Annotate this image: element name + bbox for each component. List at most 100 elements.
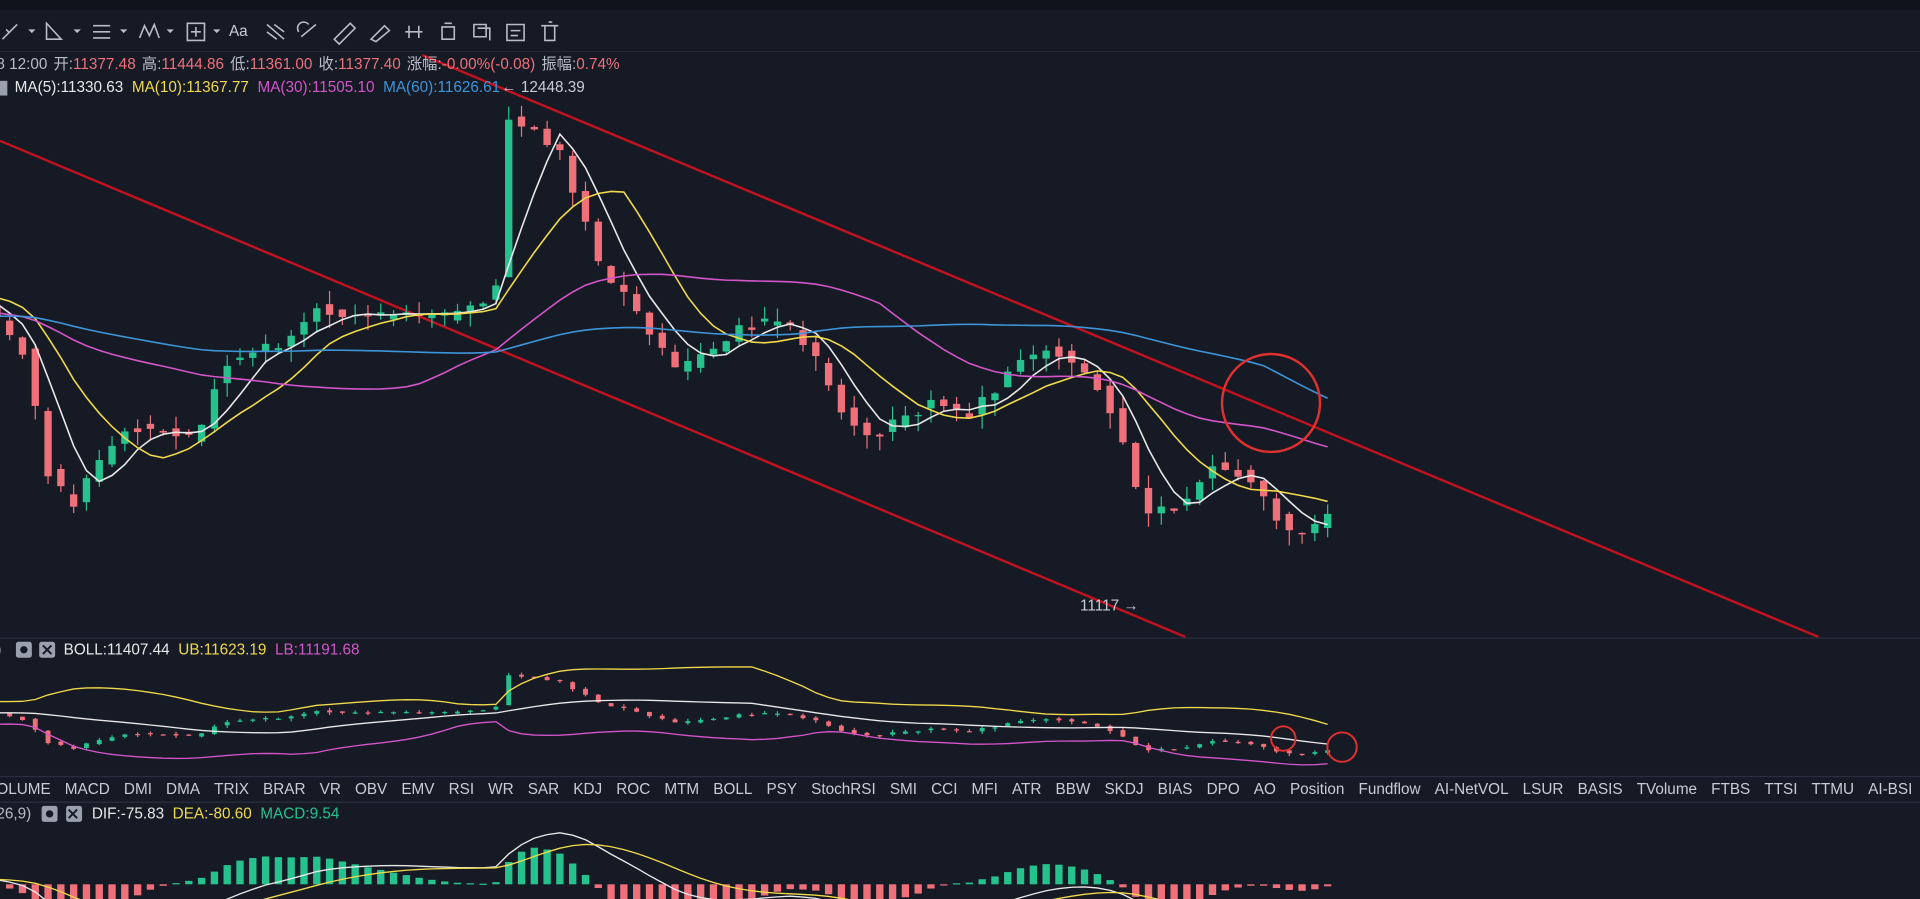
label: MA(10): (132, 79, 186, 96)
tool-angle[interactable] (45, 21, 64, 40)
value: 11377.48 (73, 56, 136, 73)
candle-body (1056, 718, 1062, 721)
tool-pattern[interactable] (266, 23, 285, 40)
candle-body (58, 741, 64, 745)
macd-bar (709, 884, 718, 899)
macd-bar (1029, 865, 1038, 885)
indicator-tab[interactable]: TTSI (1764, 781, 1797, 798)
macd-bar (466, 883, 474, 885)
indicator-tab[interactable]: AI-NetVOL (1435, 781, 1509, 798)
macd-bar (581, 874, 590, 885)
value: 11377.40 (338, 56, 401, 73)
macd-bar (530, 847, 538, 885)
indicator-tab[interactable]: MFI (972, 781, 998, 798)
ma-icon (0, 80, 8, 96)
indicator-tab[interactable]: TTMU (1812, 781, 1854, 798)
indicator-tab[interactable]: DPO (1207, 781, 1240, 798)
candle-body (979, 727, 985, 732)
candle-body (1106, 385, 1114, 414)
tool-copy[interactable] (473, 23, 491, 41)
indicator-tab[interactable]: SMI (890, 781, 917, 798)
indicator-tab[interactable]: FTBS (1711, 781, 1750, 798)
macd-bar (760, 884, 769, 896)
indicator-tab[interactable]: Fundflow (1358, 781, 1421, 798)
indicator-tab[interactable]: Position (1290, 781, 1344, 798)
candle-body (325, 304, 334, 315)
boll-upper (0, 666, 1328, 726)
indicator-tab[interactable]: LSUR (1523, 781, 1564, 798)
tool-lock[interactable] (441, 22, 456, 40)
tool-wave[interactable] (138, 22, 160, 39)
indicator-tab[interactable]: CCI (931, 781, 957, 798)
tool-line[interactable] (1, 23, 18, 40)
macd-bar (722, 884, 730, 899)
low-annotation: 11117 → (1080, 597, 1139, 614)
indicator-tab[interactable]: MACD (65, 781, 110, 798)
indicator-tab[interactable]: BRAR (263, 781, 305, 798)
indicator-tab[interactable]: OBV (355, 781, 388, 798)
candle-body (263, 717, 269, 720)
candle-body (531, 676, 537, 678)
candle-body (723, 717, 729, 720)
tool-indicator[interactable] (405, 25, 423, 38)
ohlc-line: 8 12:00 开:11377.48 高:11444.86 低:11361.00 收:1… (0, 56, 620, 73)
candle-body (696, 354, 705, 368)
indicator-tab[interactable]: StochRSI (811, 781, 876, 798)
tool-text[interactable]: Aa (229, 23, 248, 40)
tool-note[interactable] (506, 23, 525, 42)
indicator-tab[interactable]: TVolume (1637, 781, 1697, 798)
indicator-tab[interactable]: VR (320, 781, 341, 798)
indicator-tab[interactable]: KDJ (573, 781, 602, 798)
tool-measure[interactable] (186, 22, 206, 42)
indicator-tab[interactable]: ROC (616, 781, 650, 798)
candle-body (774, 713, 780, 715)
candle-body (812, 342, 820, 357)
indicator-tab[interactable]: MTM (664, 781, 699, 798)
indicator-tab[interactable]: PSY (766, 781, 797, 798)
indicator-tab[interactable]: EMV (401, 781, 435, 798)
tool-eraser[interactable] (296, 21, 317, 38)
tool-ruler[interactable] (333, 22, 357, 46)
candle-body (607, 266, 615, 283)
indicator-tab[interactable]: OLUME (0, 781, 51, 798)
indicator-tab[interactable]: WR (488, 781, 513, 798)
candle-body (389, 313, 398, 320)
tool-parallel[interactable] (93, 24, 111, 39)
indicator-tab[interactable]: DMI (124, 781, 152, 798)
candle-body (1080, 363, 1089, 373)
macd-bar (991, 876, 999, 885)
candle-body (197, 424, 206, 442)
params: 26,9) (0, 806, 31, 823)
indicator-tab[interactable]: BIAS (1158, 781, 1193, 798)
macd-bar (351, 864, 359, 885)
candle-body (1234, 469, 1242, 477)
indicator-tab[interactable]: DMA (166, 781, 201, 798)
candle-body (647, 711, 652, 717)
tool-pen[interactable] (369, 24, 391, 43)
indicator-tab[interactable]: AO (1254, 781, 1276, 798)
candle-body (684, 360, 692, 372)
indicator-tab[interactable]: SKDJ (1104, 781, 1143, 798)
indicator-tab[interactable]: BASIS (1578, 781, 1623, 798)
tool-delete[interactable] (541, 21, 559, 42)
candle-body (32, 718, 38, 730)
candle-body (108, 445, 116, 465)
indicator-tab[interactable]: RSI (449, 781, 474, 798)
macd-bar (18, 884, 27, 894)
indicator-tab[interactable]: ATR (1012, 781, 1041, 798)
macd-bar (620, 884, 628, 899)
macd-bar (1144, 884, 1153, 899)
indicator-tab[interactable]: SAR (528, 781, 559, 798)
candle-body (991, 393, 999, 401)
candle-body (685, 721, 691, 724)
macd-bar (1042, 864, 1050, 885)
indicator-tab[interactable]: AI-BSI (1868, 781, 1912, 798)
macd-pane (0, 832, 1332, 899)
candle-body (250, 719, 256, 721)
indicator-tab[interactable]: TRIX (214, 781, 249, 798)
indicator-tab[interactable]: BOLL (713, 781, 752, 798)
candle-body (20, 716, 25, 720)
indicator-tab[interactable]: BBW (1056, 781, 1091, 798)
gear-hole (20, 646, 28, 654)
